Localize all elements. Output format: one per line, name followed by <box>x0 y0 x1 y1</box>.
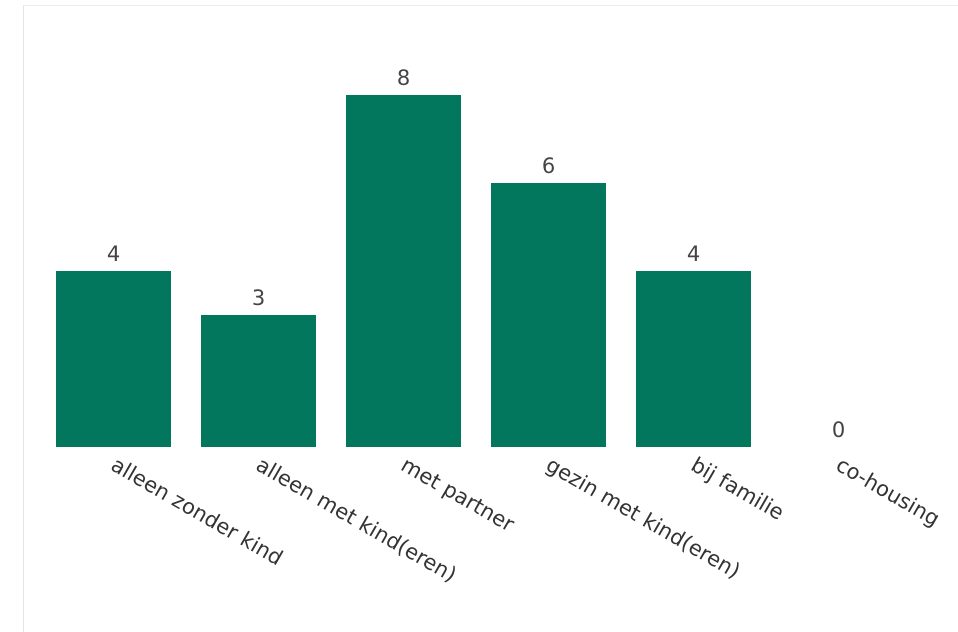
chart-frame <box>23 5 958 632</box>
bar-3[interactable] <box>491 183 606 447</box>
bar-0[interactable] <box>56 271 171 447</box>
value-label-3: 6 <box>542 154 555 178</box>
bar-1[interactable] <box>201 315 316 447</box>
bar-4[interactable] <box>636 271 751 447</box>
category-label-4: bij familie <box>687 453 788 525</box>
category-label-5: co-housing <box>832 453 944 531</box>
bars-layer <box>56 95 751 447</box>
category-label-2: met partner <box>397 453 519 537</box>
value-label-4: 4 <box>687 242 700 266</box>
value-label-5: 0 <box>832 418 845 442</box>
value-label-1: 3 <box>252 286 265 310</box>
value-labels-layer: 4 3 8 6 4 0 <box>107 66 845 442</box>
value-label-0: 4 <box>107 242 120 266</box>
value-label-2: 8 <box>397 66 410 90</box>
bar-2[interactable] <box>346 95 461 447</box>
